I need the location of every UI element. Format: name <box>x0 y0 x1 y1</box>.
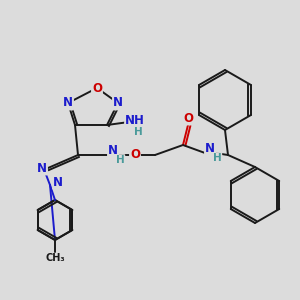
Text: O: O <box>92 82 102 94</box>
Text: N: N <box>53 176 63 188</box>
Text: N: N <box>37 161 47 175</box>
Text: H: H <box>116 155 124 165</box>
Text: N: N <box>205 142 215 154</box>
Text: NH: NH <box>125 113 145 127</box>
Text: N: N <box>113 97 123 110</box>
Text: H: H <box>134 127 142 137</box>
Text: N: N <box>63 97 73 110</box>
Text: O: O <box>183 112 193 124</box>
Text: H: H <box>213 153 221 163</box>
Text: O: O <box>130 148 140 161</box>
Text: CH₃: CH₃ <box>45 253 65 263</box>
Text: N: N <box>108 145 118 158</box>
